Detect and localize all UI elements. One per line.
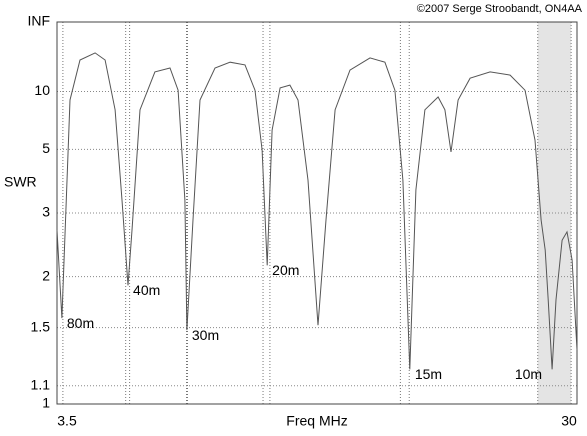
band-label: 30m (192, 327, 219, 343)
y-tick-label: 3 (42, 204, 50, 220)
credit: ©2007 Serge Stroobandt, ON4AA (417, 3, 583, 15)
y-tick-label: 1.1 (31, 377, 51, 393)
band-label: 40m (133, 282, 160, 298)
y-tick-label: 1.5 (31, 318, 51, 334)
band-label: 10m (515, 366, 542, 382)
y-axis-label: SWR (4, 174, 37, 190)
band-label: 80m (67, 315, 94, 331)
y-tick-label: INF (27, 13, 50, 29)
swr-curve (56, 52, 578, 370)
y-tick-label: 10 (34, 82, 50, 98)
band-label: 20m (272, 262, 299, 278)
x-tick-label: 3.5 (57, 413, 77, 429)
plot-frame (56, 21, 578, 405)
y-tick-label: 2 (42, 267, 50, 283)
y-tick-label: 1 (42, 395, 50, 411)
band-shade (537, 22, 572, 404)
x-tick-label: 30 (561, 413, 577, 429)
band-label: 15m (415, 366, 442, 382)
x-axis-label: Freq MHz (286, 413, 347, 429)
y-tick-label: 5 (42, 140, 50, 156)
